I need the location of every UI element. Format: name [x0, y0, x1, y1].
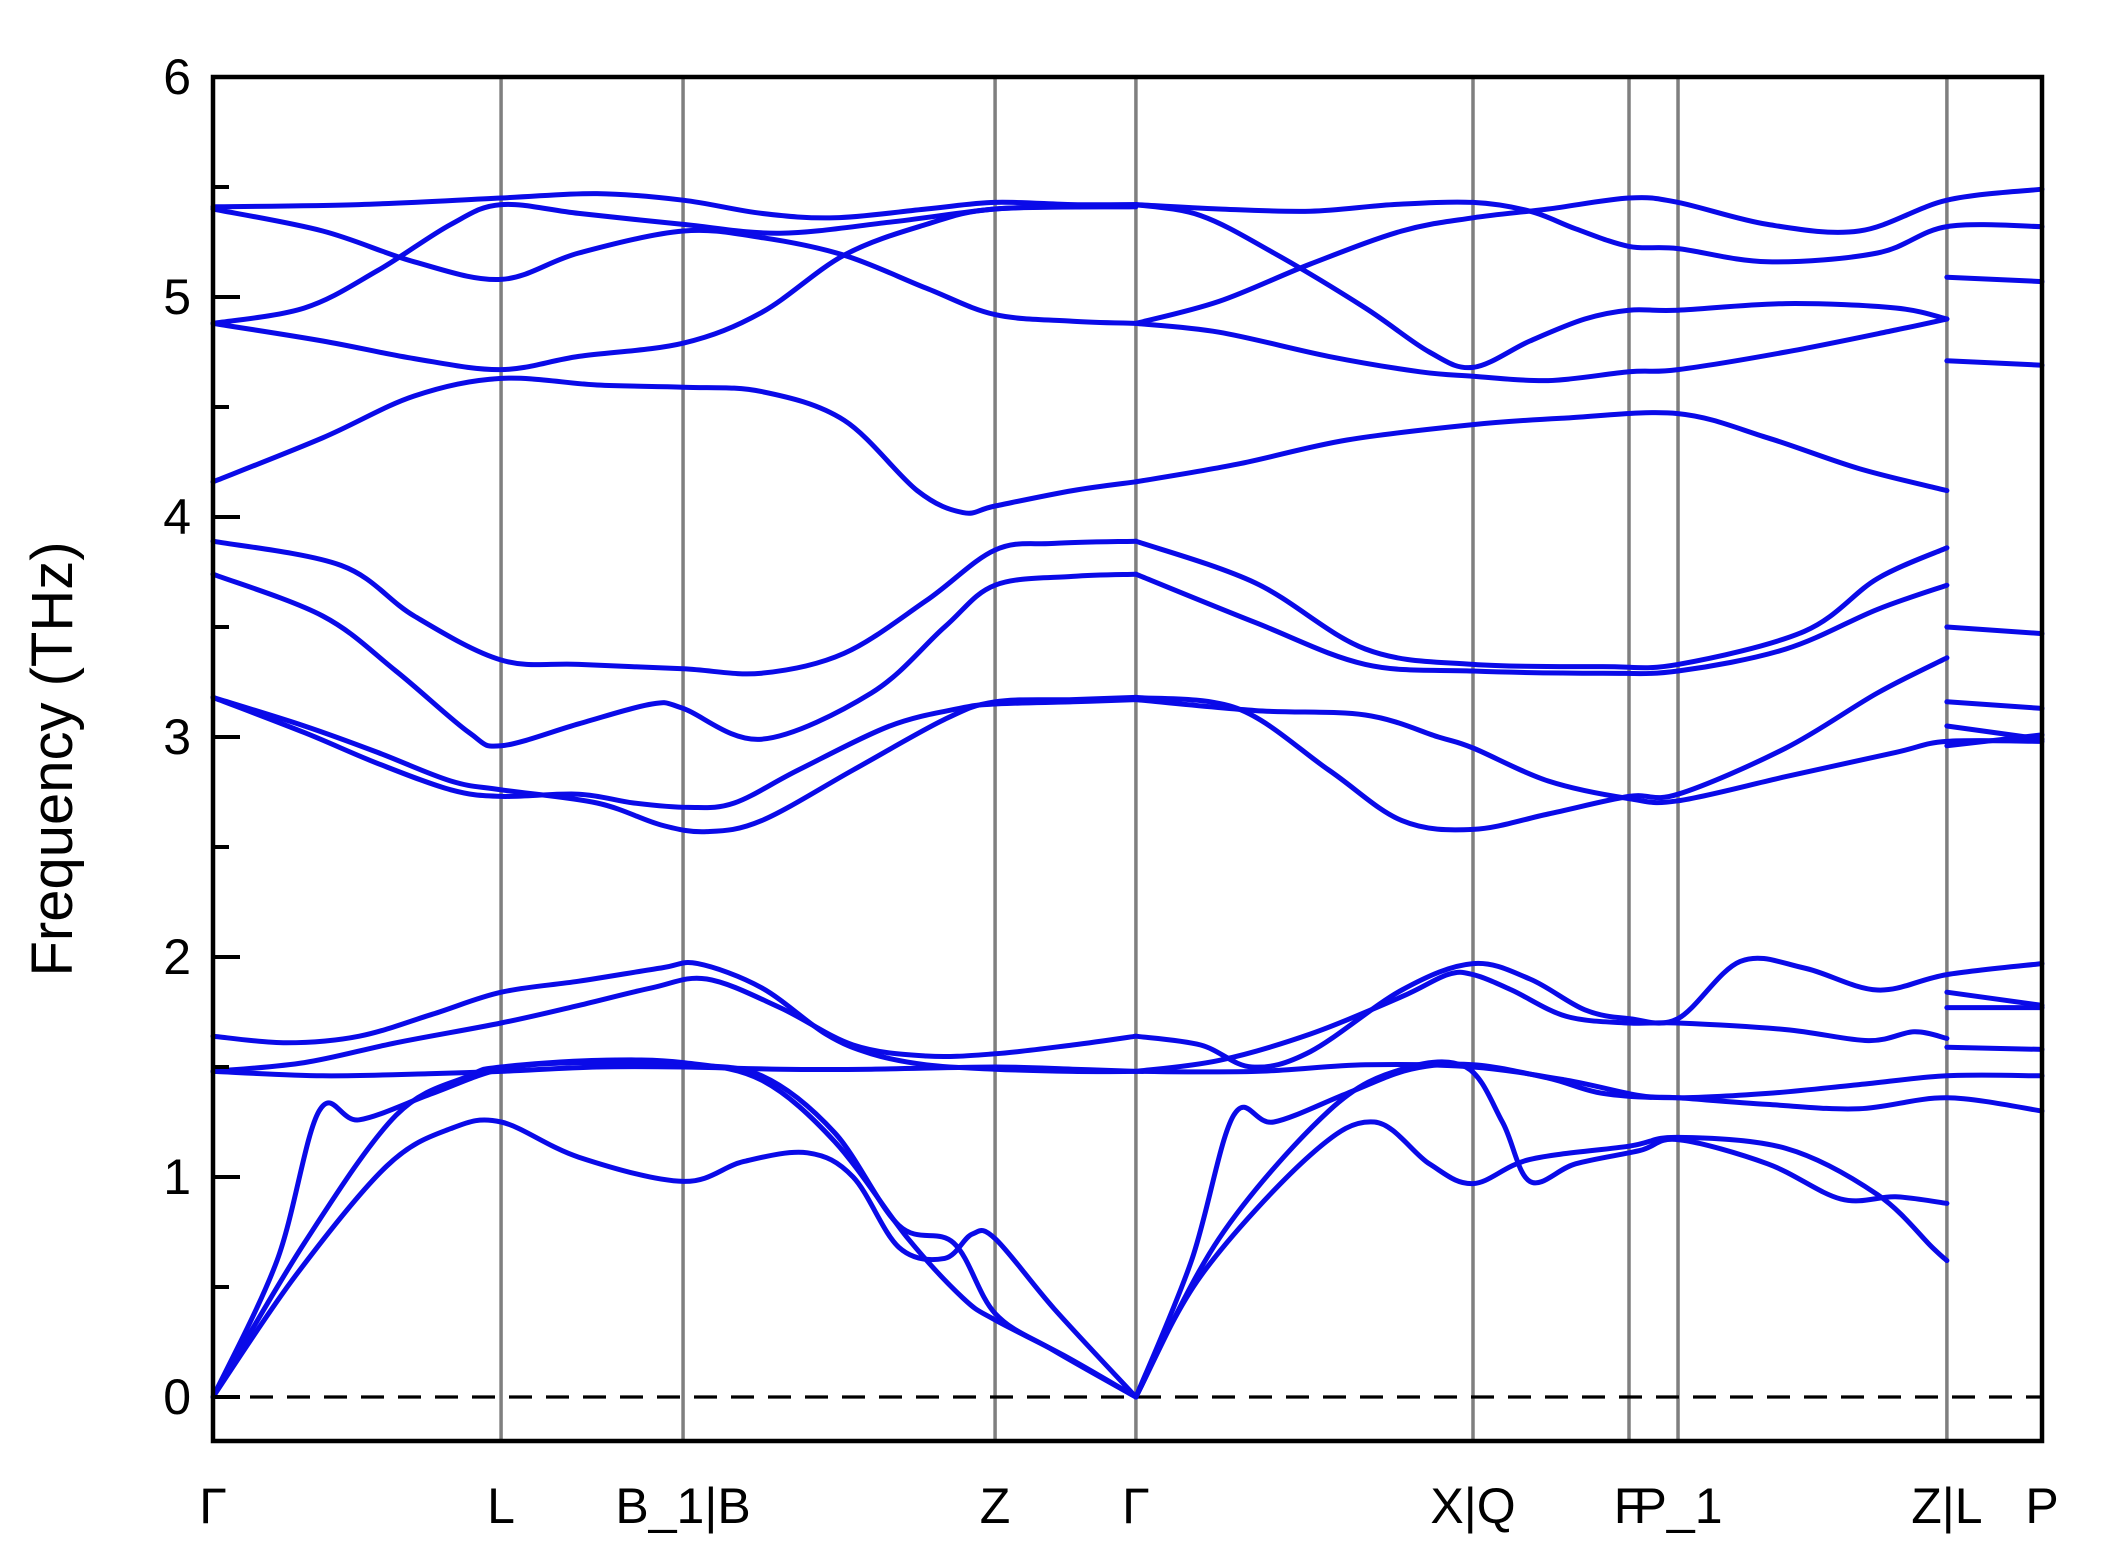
band-37 — [1944, 989, 2045, 1008]
band-34 — [1944, 699, 2045, 711]
x-tick-label-Z|L: Z|L — [1911, 1478, 1982, 1534]
band-1 — [210, 191, 1139, 221]
band-4 — [210, 204, 1139, 373]
y-tick-label-5: 5 — [163, 269, 191, 325]
x-tick-label-Γ: Γ — [1122, 1478, 1150, 1534]
band-9 — [210, 694, 1139, 811]
band-2 — [210, 206, 1139, 326]
y-axis-label: Frequency (THz) — [20, 541, 85, 976]
band-23 — [1133, 655, 1950, 833]
band-32 — [1944, 358, 2045, 368]
band-39 — [1944, 1044, 2045, 1052]
band-24 — [1133, 697, 2045, 806]
band-19 — [1133, 316, 1950, 384]
band-7 — [210, 571, 1139, 749]
band-30 — [1133, 1059, 1950, 1400]
band-8 — [210, 694, 1139, 835]
x-tick-label-Z: Z — [980, 1478, 1011, 1534]
band-5 — [210, 375, 1139, 516]
band-36 — [1944, 732, 2045, 749]
plot-frame — [210, 74, 2045, 1444]
band-6 — [210, 538, 1139, 677]
band-31 — [1944, 274, 2045, 285]
y-tick-label-4: 4 — [163, 489, 191, 545]
x-tick-label-L: L — [487, 1478, 515, 1534]
band-29 — [1133, 1119, 1950, 1400]
band-33 — [1944, 624, 2045, 637]
band-22 — [1133, 571, 1950, 677]
band-12 — [210, 1057, 1139, 1400]
band-10 — [210, 1059, 1139, 1400]
band-18 — [1133, 186, 2045, 326]
y-tick-label-3: 3 — [163, 709, 191, 765]
x-tick-label-P_1: P_1 — [1634, 1478, 1723, 1534]
band-16 — [1133, 199, 2045, 265]
y-tick-label-1: 1 — [163, 1149, 191, 1205]
band-21 — [1133, 538, 1950, 671]
x-tick-label-X|Q: X|Q — [1430, 1478, 1515, 1534]
x-tick-label-F: F — [1614, 1478, 1645, 1534]
band-15 — [210, 959, 1139, 1075]
band-3 — [210, 201, 1139, 326]
gridlines — [499, 77, 1949, 1441]
x-tick-label-Γ: Γ — [199, 1478, 227, 1534]
band-20 — [1133, 410, 1950, 494]
y-axis-ticks — [213, 75, 240, 1399]
x-tick-label-B_1|B: B_1|B — [615, 1478, 750, 1534]
band-28 — [1133, 1061, 2045, 1400]
y-tick-label-0: 0 — [163, 1369, 191, 1425]
band-26 — [1133, 969, 1950, 1074]
band-curves — [210, 186, 2045, 1400]
y-axis-tick-labels: 0 1 2 3 4 5 6 — [163, 49, 191, 1425]
y-tick-label-2: 2 — [163, 929, 191, 985]
x-tick-label-P: P — [2025, 1478, 2058, 1534]
band-14 — [210, 975, 1139, 1074]
band-17 — [1133, 202, 1950, 371]
band-11 — [210, 1117, 1139, 1400]
y-tick-label-6: 6 — [163, 49, 191, 105]
band-25 — [1133, 955, 2045, 1070]
x-axis-tick-labels: Γ L B_1|B Z Γ X|Q FP_1 Z|L P — [199, 1478, 2058, 1534]
